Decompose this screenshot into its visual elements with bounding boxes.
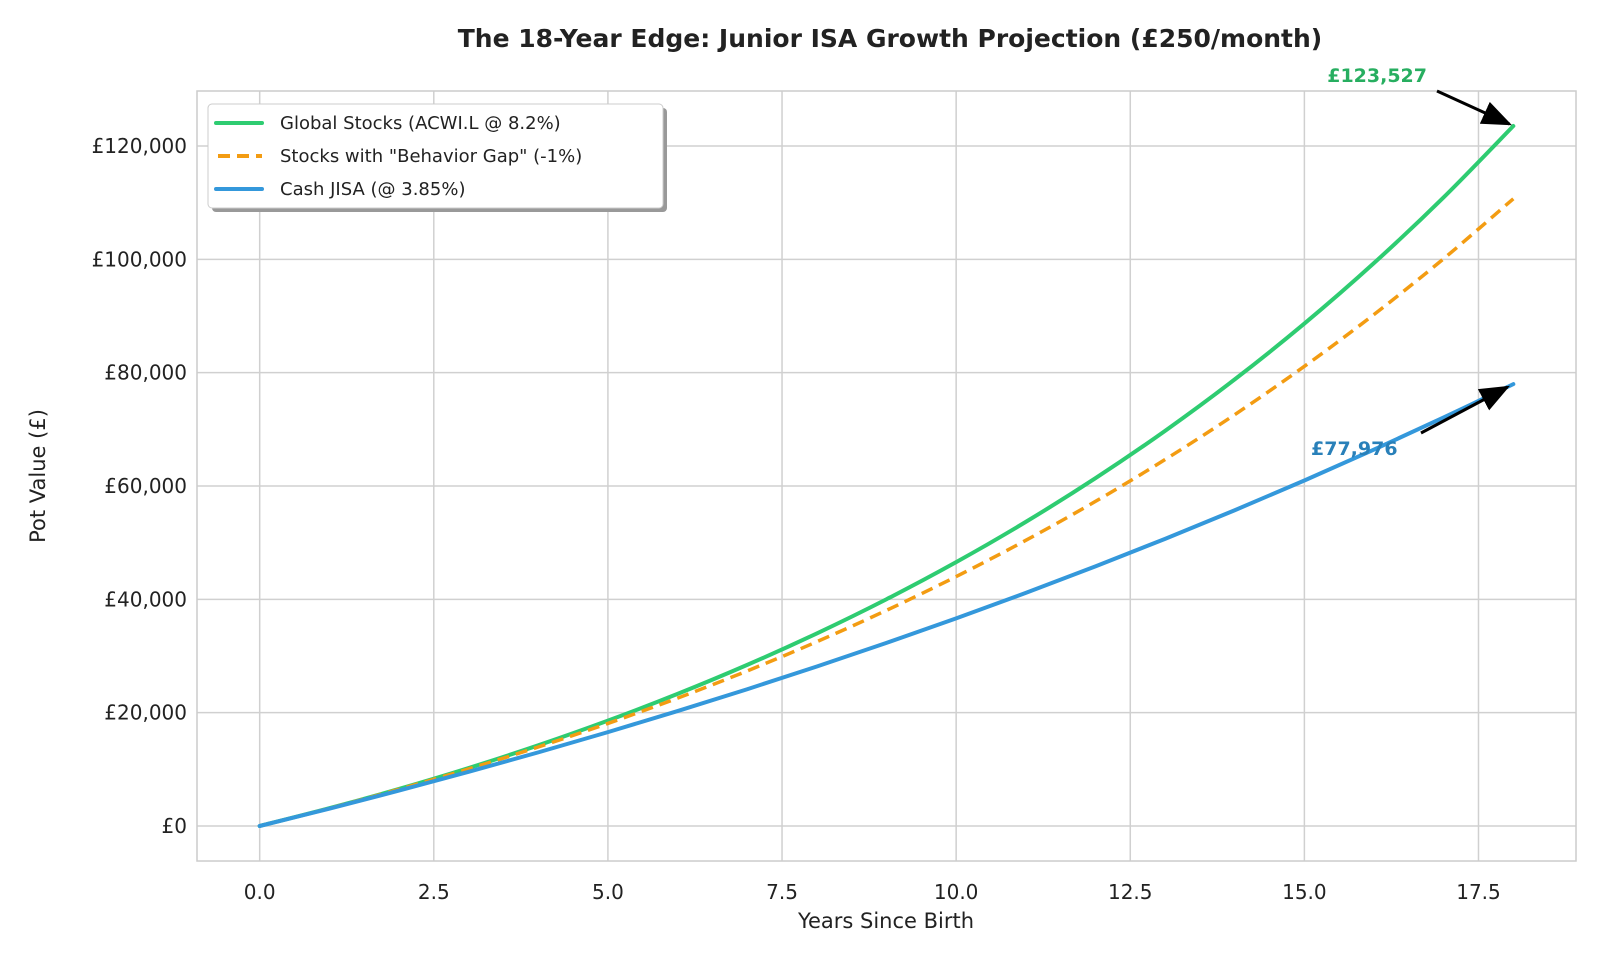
x-tick-label: 12.5 bbox=[1108, 880, 1153, 904]
y-axis-label: Pot Value (£) bbox=[26, 409, 50, 543]
annotations: £123,527 £77,976 bbox=[1311, 65, 1513, 460]
chart-title: The 18-Year Edge: Junior ISA Growth Proj… bbox=[458, 24, 1323, 53]
x-axis-ticks: 0.0 2.5 5.0 7.5 10.0 12.5 15.0 17.5 bbox=[244, 880, 1501, 904]
y-axis-ticks: £0 £20,000 £40,000 £60,000 £80,000 £100,000 £1… bbox=[92, 134, 187, 838]
x-tick-label: 17.5 bbox=[1456, 880, 1501, 904]
legend-box bbox=[207, 103, 664, 209]
series-line-cash-jisa bbox=[257, 382, 1516, 829]
annotation-arrow-global-stocks bbox=[1436, 89, 1513, 126]
annotation-cash-jisa-final: £77,976 bbox=[1311, 438, 1398, 460]
series-line-behavior-gap bbox=[259, 197, 1515, 828]
y-tick-label: £0 bbox=[162, 814, 187, 838]
y-tick-label: £120,000 bbox=[92, 134, 187, 158]
y-tick-label: £80,000 bbox=[104, 361, 187, 385]
annotation-arrow-cash-jisa bbox=[1420, 385, 1510, 435]
y-tick-label: £20,000 bbox=[104, 701, 187, 725]
y-tick-label: £60,000 bbox=[104, 474, 187, 498]
y-tick-label: £100,000 bbox=[92, 247, 187, 271]
series-lines bbox=[257, 123, 1516, 829]
y-tick-label: £40,000 bbox=[104, 587, 187, 611]
x-tick-label: 5.0 bbox=[592, 880, 624, 904]
plot-frame bbox=[196, 90, 1577, 862]
legend-label-global-stocks: Global Stocks (ACWI.L @ 8.2%) bbox=[280, 113, 561, 134]
x-tick-label: 0.0 bbox=[244, 880, 276, 904]
legend: Global Stocks (ACWI.L @ 8.2%) Stocks wit… bbox=[207, 103, 667, 212]
x-tick-label: 15.0 bbox=[1282, 880, 1327, 904]
x-axis-label: Years Since Birth bbox=[797, 909, 974, 933]
legend-label-cash-jisa: Cash JISA (@ 3.85%) bbox=[280, 179, 465, 200]
legend-label-behavior-gap: Stocks with "Behavior Gap" (-1%) bbox=[280, 146, 582, 167]
x-tick-label: 7.5 bbox=[766, 880, 798, 904]
x-tick-label: 10.0 bbox=[934, 880, 979, 904]
x-tick-label: 2.5 bbox=[418, 880, 450, 904]
annotation-global-stocks-final: £123,527 bbox=[1327, 65, 1427, 87]
